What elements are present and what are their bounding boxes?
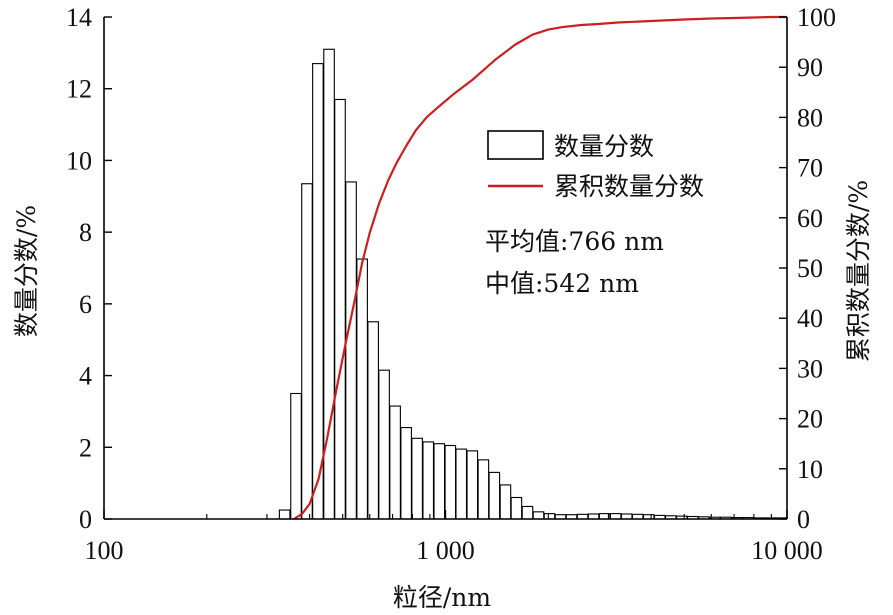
bar: [378, 369, 390, 520]
bar: [389, 405, 401, 520]
tick-labels: 0 2 4 6 8 10 12 14 0 10 20 30 40 50 60 70 80 90 100 100 1 00…: [66, 3, 836, 565]
bar: [477, 459, 490, 520]
legend-label-line: 累积数量分数: [554, 172, 704, 201]
legend-label-bar: 数量分数: [554, 132, 654, 161]
y-tick-label-right: 50: [797, 254, 823, 283]
bar: [400, 427, 412, 520]
bar: [422, 441, 435, 520]
bar: [466, 450, 479, 520]
legend: 数量分数 累积数量分数: [487, 130, 704, 201]
y-axis-title-left: 数量分数/%: [12, 205, 41, 337]
y-tick-label-left: 10: [66, 146, 92, 175]
y-tick-label-left: 6: [79, 290, 92, 319]
bar: [488, 471, 501, 520]
bar: [609, 513, 622, 520]
y-tick-label-right: 40: [797, 304, 823, 333]
bar: [312, 63, 324, 520]
x-axis-title: 粒径/nm: [393, 583, 492, 612]
y-tick-label-left: 8: [79, 218, 92, 247]
bar: [367, 321, 379, 520]
y-tick-label-right: 70: [797, 154, 823, 183]
y-tick-label-right: 10: [797, 455, 823, 484]
bar-series: [278, 48, 787, 520]
bar: [345, 181, 357, 520]
bar: [433, 443, 446, 520]
y-axis-title-right: 累积数量分数/%: [844, 180, 873, 362]
bar: [510, 496, 523, 520]
y-tick-label-left: 0: [79, 505, 92, 534]
y-tick-label-left: 4: [79, 362, 92, 391]
legend-bar-swatch: [487, 130, 544, 160]
x-tick-label: 10 000: [751, 536, 823, 565]
bar: [301, 183, 313, 520]
bar: [356, 258, 368, 520]
annotation-mean: 平均值:766 nm: [485, 227, 664, 256]
bar: [334, 98, 346, 520]
y-tick-label-right: 0: [797, 505, 810, 534]
cumulative-line: [293, 15, 787, 520]
bar: [455, 448, 468, 520]
y-tick-label-right: 30: [797, 354, 823, 383]
y-tick-label-right: 20: [797, 405, 823, 434]
annotation-median: 中值:542 nm: [485, 269, 639, 298]
cumulative-line-series: [293, 15, 787, 520]
bar: [444, 444, 457, 520]
chart-axes: [103, 16, 788, 520]
bar: [290, 392, 302, 520]
bar: [411, 437, 423, 520]
y-tick-label-left: 12: [66, 75, 92, 104]
y-tick-label-right: 60: [797, 204, 823, 233]
bar: [521, 505, 534, 520]
bar: [278, 509, 291, 520]
bar: [543, 513, 556, 520]
x-tick-label: 1 000: [416, 536, 475, 565]
bar: [532, 511, 545, 520]
y-tick-label-right: 80: [797, 103, 823, 132]
bar: [499, 484, 512, 520]
y-tick-label-right: 90: [797, 53, 823, 82]
y-tick-label-left: 14: [66, 3, 92, 32]
y-tick-label-left: 2: [79, 433, 92, 462]
x-tick-label: 100: [85, 536, 124, 565]
y-tick-label-right: 100: [797, 3, 836, 32]
